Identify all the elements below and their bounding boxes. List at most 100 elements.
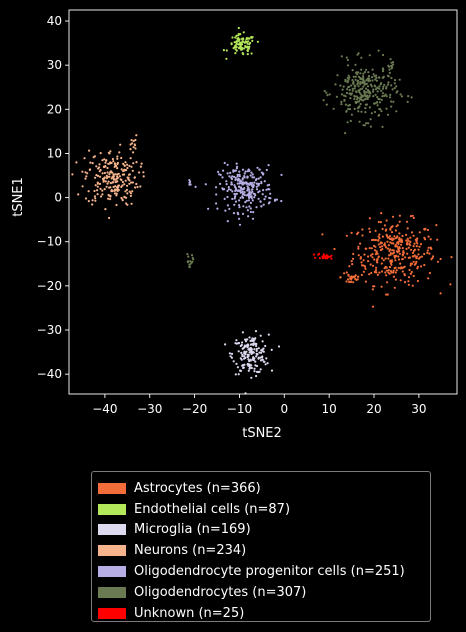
data-point xyxy=(351,257,355,260)
data-point xyxy=(118,175,121,178)
data-point xyxy=(192,258,195,261)
data-point xyxy=(107,151,110,154)
data-point xyxy=(129,148,132,151)
data-point xyxy=(240,182,243,185)
data-point xyxy=(412,216,415,219)
data-point xyxy=(363,124,366,127)
data-point xyxy=(129,194,132,197)
data-point xyxy=(230,352,234,355)
data-point xyxy=(355,71,358,74)
data-point xyxy=(115,194,118,197)
data-point xyxy=(364,103,367,106)
data-point xyxy=(385,107,388,110)
legend-label: Astrocytes (n=366) xyxy=(134,480,261,496)
data-point xyxy=(350,113,353,116)
data-point xyxy=(389,248,392,251)
data-point xyxy=(345,271,348,274)
data-point xyxy=(418,256,422,259)
data-point xyxy=(263,180,266,183)
data-point xyxy=(362,78,365,81)
data-point xyxy=(217,170,220,173)
data-point xyxy=(357,75,361,78)
series-6-points xyxy=(312,252,333,260)
data-point xyxy=(116,157,119,160)
data-point xyxy=(251,173,254,176)
data-point xyxy=(222,169,225,172)
data-point xyxy=(405,243,408,246)
data-point xyxy=(384,257,387,260)
data-point xyxy=(239,369,242,372)
data-point xyxy=(401,257,404,261)
data-point xyxy=(275,198,278,201)
data-point xyxy=(187,255,190,258)
data-point xyxy=(436,260,440,263)
data-point xyxy=(450,256,453,259)
data-point xyxy=(362,259,365,262)
data-point xyxy=(401,234,404,238)
data-point xyxy=(409,240,412,243)
data-point xyxy=(249,339,252,342)
data-point xyxy=(245,199,248,202)
data-point xyxy=(235,40,238,43)
data-point xyxy=(242,37,245,40)
data-point xyxy=(345,56,348,59)
data-point xyxy=(190,254,194,257)
data-point xyxy=(139,165,142,168)
data-point xyxy=(390,263,393,266)
data-point xyxy=(229,355,232,358)
data-point xyxy=(393,235,396,238)
data-point xyxy=(327,255,330,259)
data-point xyxy=(398,252,401,255)
data-point xyxy=(109,198,112,201)
data-point xyxy=(238,206,241,209)
data-point xyxy=(246,362,250,365)
data-point xyxy=(386,247,390,250)
data-point xyxy=(398,214,401,217)
data-point xyxy=(94,176,97,179)
data-point xyxy=(395,254,398,257)
data-point xyxy=(402,250,405,253)
data-point xyxy=(346,64,350,67)
data-point xyxy=(225,180,228,183)
x-tick-label: −20 xyxy=(182,402,207,416)
data-point xyxy=(325,91,328,94)
data-point xyxy=(257,197,260,200)
data-point xyxy=(247,40,250,43)
data-point xyxy=(354,78,357,81)
data-point xyxy=(351,69,354,72)
data-point xyxy=(84,177,87,180)
data-point xyxy=(120,156,123,160)
data-point xyxy=(207,207,210,210)
data-point xyxy=(415,260,418,264)
legend-label: Neurons (n=234) xyxy=(134,543,247,559)
data-point xyxy=(377,235,380,238)
legend-label: Oligodendrocyte progenitor cells (n=251) xyxy=(134,564,405,580)
data-point xyxy=(230,183,234,186)
data-point xyxy=(353,107,356,110)
data-point xyxy=(389,228,392,231)
data-point xyxy=(232,170,235,173)
data-point xyxy=(406,227,409,230)
data-point xyxy=(411,284,414,287)
data-point xyxy=(415,240,418,243)
data-point xyxy=(353,97,356,101)
data-point xyxy=(226,172,229,175)
data-point xyxy=(114,180,118,183)
data-point xyxy=(233,192,236,196)
data-point xyxy=(234,178,237,181)
y-tick-label: −40 xyxy=(37,367,62,381)
data-point xyxy=(354,274,357,277)
data-point xyxy=(383,94,386,97)
data-point xyxy=(381,67,384,70)
data-point xyxy=(111,157,114,161)
data-point xyxy=(71,173,74,176)
data-point xyxy=(262,173,265,176)
data-point xyxy=(439,292,442,295)
data-point xyxy=(249,350,252,353)
data-point xyxy=(251,339,254,342)
data-point xyxy=(267,333,270,336)
data-point xyxy=(120,168,123,171)
data-point xyxy=(229,188,232,191)
data-point xyxy=(216,207,219,210)
data-point xyxy=(83,157,86,160)
